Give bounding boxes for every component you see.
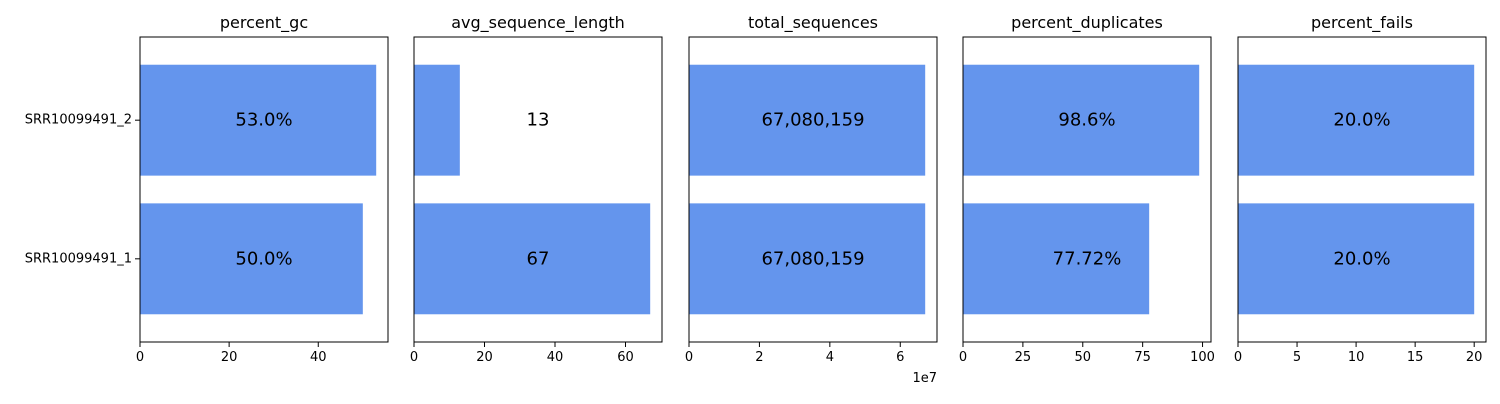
panel-frame xyxy=(1237,36,1487,343)
bar xyxy=(1238,203,1475,315)
x-tick-label: 25 xyxy=(1015,350,1032,365)
x-tick-label: 20 xyxy=(476,350,493,365)
bar xyxy=(689,203,926,315)
panel-frame xyxy=(139,36,389,343)
x-tick-label: 40 xyxy=(310,350,327,365)
bar-value-label: 77.72% xyxy=(1053,248,1122,269)
x-tick-label: 15 xyxy=(1407,350,1424,365)
x-tick-label: 100 xyxy=(1190,350,1215,365)
bar-value-label: 98.6% xyxy=(1058,110,1115,131)
panel-frame xyxy=(688,36,938,343)
x-tick-label: 40 xyxy=(547,350,564,365)
bar xyxy=(140,64,377,176)
x-tick-label: 20 xyxy=(221,350,238,365)
panel-title: percent_gc xyxy=(220,13,308,33)
bar xyxy=(963,203,1150,315)
x-tick-label: 0 xyxy=(410,350,418,365)
x-tick-label: 10 xyxy=(1348,350,1365,365)
bar xyxy=(140,203,363,315)
panel-title: avg_sequence_length xyxy=(451,13,625,33)
panel-title: total_sequences xyxy=(748,13,878,33)
bar-value-label: 53.0% xyxy=(235,110,292,131)
panel-frame xyxy=(413,36,663,343)
panel-title: percent_fails xyxy=(1311,13,1413,33)
x-tick-label: 20 xyxy=(1466,350,1483,365)
bar-value-label: 67 xyxy=(527,248,550,269)
y-tick-label: SRR10099491_2 xyxy=(25,113,132,128)
bar-value-label: 50.0% xyxy=(235,248,292,269)
x-tick-label: 4 xyxy=(826,350,834,365)
x-tick-label: 60 xyxy=(617,350,634,365)
panel-title: percent_duplicates xyxy=(1011,13,1163,33)
bar-value-label: 67,080,159 xyxy=(761,248,864,269)
bar-value-label: 13 xyxy=(527,110,550,131)
x-tick-label: 2 xyxy=(755,350,763,365)
bar xyxy=(414,203,651,315)
bar xyxy=(689,64,926,176)
x-offset-label: 1e7 xyxy=(912,371,937,386)
bar xyxy=(963,64,1200,176)
bar xyxy=(414,64,460,176)
y-tick-label: SRR10099491_1 xyxy=(25,251,132,266)
x-tick-label: 6 xyxy=(896,350,904,365)
x-tick-label: 0 xyxy=(136,350,144,365)
bar-value-label: 20.0% xyxy=(1333,110,1390,131)
bar-value-label: 67,080,159 xyxy=(761,110,864,131)
bar-value-label: 20.0% xyxy=(1333,248,1390,269)
x-tick-label: 75 xyxy=(1134,350,1151,365)
x-tick-label: 0 xyxy=(959,350,967,365)
bar xyxy=(1238,64,1475,176)
x-tick-label: 0 xyxy=(1234,350,1242,365)
x-tick-label: 5 xyxy=(1293,350,1301,365)
x-tick-label: 50 xyxy=(1074,350,1091,365)
x-tick-label: 0 xyxy=(685,350,693,365)
panel-frame xyxy=(962,36,1212,343)
